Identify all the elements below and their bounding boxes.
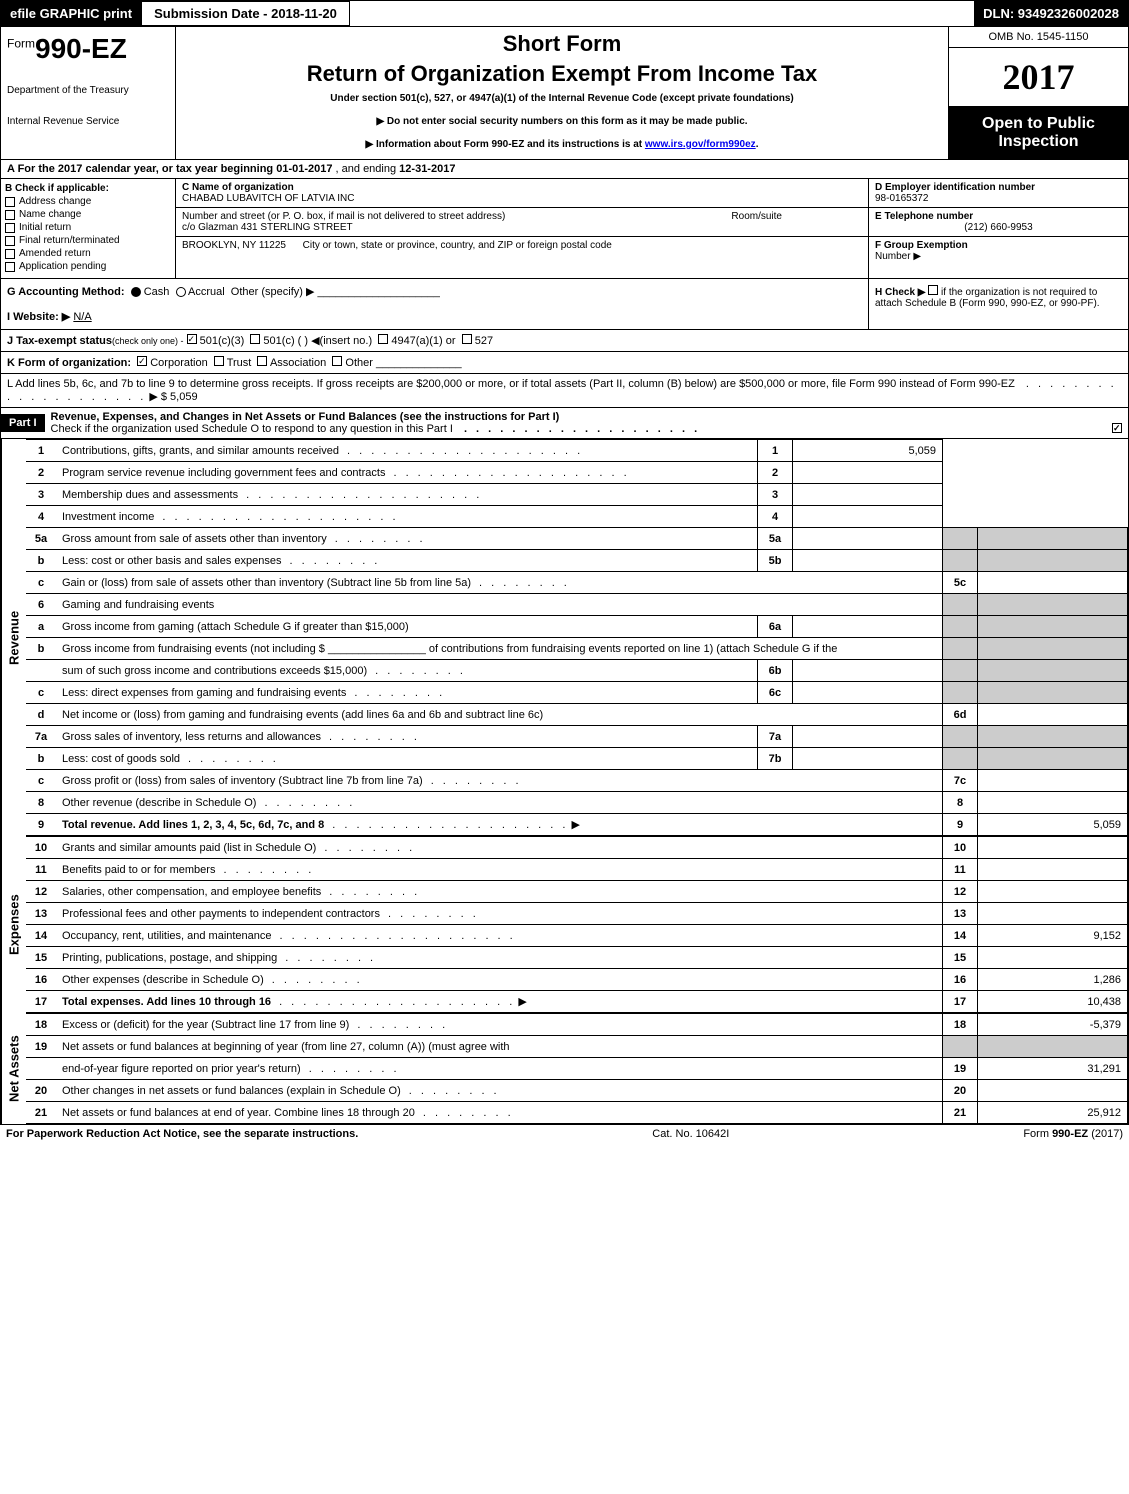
dln-number: DLN: 93492326002028 (974, 1, 1128, 26)
net-assets-section: Net Assets 18Excess or (deficit) for the… (0, 1013, 1129, 1125)
department-line2: Internal Revenue Service (7, 116, 169, 127)
checkbox-schedule-b[interactable] (928, 285, 938, 295)
line-11: 11Benefits paid to or for members11 (26, 859, 1128, 881)
net-assets-table: 18Excess or (deficit) for the year (Subt… (26, 1013, 1128, 1124)
line-3: 3Membership dues and assessments3 (26, 484, 1128, 506)
paperwork-notice: For Paperwork Reduction Act Notice, see … (6, 1128, 358, 1140)
checkbox-501c[interactable] (250, 334, 260, 344)
checkbox-corporation[interactable] (137, 356, 147, 366)
line-7a: 7aGross sales of inventory, less returns… (26, 726, 1128, 748)
line-6c: cLess: direct expenses from gaming and f… (26, 682, 1128, 704)
efile-badge: efile GRAPHIC print (1, 1, 141, 26)
line-6a: aGross income from gaming (attach Schedu… (26, 616, 1128, 638)
info-notice: ▶ Information about Form 990-EZ and its … (180, 139, 944, 150)
checkbox-final-return[interactable] (5, 236, 15, 246)
checkbox-association[interactable] (257, 356, 267, 366)
gross-receipts-row: L Add lines 5b, 6c, and 7b to line 9 to … (0, 374, 1129, 408)
checkbox-501c3[interactable] (187, 334, 197, 344)
line-20: 20Other changes in net assets or fund ba… (26, 1080, 1128, 1102)
checkbox-initial-return[interactable] (5, 223, 15, 233)
line-13: 13Professional fees and other payments t… (26, 903, 1128, 925)
part1-badge: Part I (1, 414, 45, 432)
line-15: 15Printing, publications, postage, and s… (26, 947, 1128, 969)
revenue-side-label: Revenue (1, 439, 26, 836)
group-exemption-cell: F Group Exemption Number ▶ (869, 237, 1128, 265)
part1-header: Part I Revenue, Expenses, and Changes in… (0, 408, 1129, 439)
line-4: 4Investment income4 (26, 506, 1128, 528)
expenses-side-label: Expenses (1, 836, 26, 1013)
section-h: H Check ▶ if the organization is not req… (868, 279, 1128, 329)
line-14: 14Occupancy, rent, utilities, and mainte… (26, 925, 1128, 947)
entity-block: B Check if applicable: Address change Na… (0, 179, 1129, 279)
line-7c: cGross profit or (loss) from sales of in… (26, 770, 1128, 792)
short-form-title: Short Form (180, 31, 944, 57)
expenses-section: Expenses 10Grants and similar amounts pa… (0, 836, 1129, 1013)
line-5c: cGain or (loss) from sale of assets othe… (26, 572, 1128, 594)
street-cell: Number and street (or P. O. box, if mail… (176, 208, 868, 237)
tax-exempt-status-row: J Tax-exempt status(check only one) - 50… (0, 330, 1129, 352)
form-header: Form990-EZ Department of the Treasury In… (0, 27, 1129, 160)
line-2: 2Program service revenue including gover… (26, 462, 1128, 484)
checkbox-application-pending[interactable] (5, 262, 15, 272)
telephone-cell: E Telephone number (212) 660-9953 (869, 208, 1128, 237)
form-page-label: Form 990-EZ (2017) (1023, 1128, 1123, 1140)
under-section: Under section 501(c), 527, or 4947(a)(1)… (180, 93, 944, 104)
checkbox-name-change[interactable] (5, 210, 15, 220)
top-bar: efile GRAPHIC print Submission Date - 20… (0, 0, 1129, 27)
expenses-table: 10Grants and similar amounts paid (list … (26, 836, 1128, 1013)
irs-link[interactable]: www.irs.gov/form990ez (645, 139, 756, 150)
radio-cash[interactable] (131, 287, 141, 297)
checkbox-other-org[interactable] (332, 356, 342, 366)
line-12: 12Salaries, other compensation, and empl… (26, 881, 1128, 903)
checkbox-schedule-o[interactable] (1112, 423, 1122, 433)
net-assets-side-label: Net Assets (1, 1013, 26, 1124)
tax-year: 2017 (949, 48, 1128, 107)
section-b-checkboxes: B Check if applicable: Address change Na… (1, 179, 176, 278)
checkbox-address-change[interactable] (5, 197, 15, 207)
open-public-badge: Open to Public Inspection (949, 107, 1128, 159)
revenue-section: Revenue 1Contributions, gifts, grants, a… (0, 439, 1129, 836)
return-title: Return of Organization Exempt From Incom… (180, 61, 944, 87)
revenue-table: 1Contributions, gifts, grants, and simil… (26, 439, 1128, 836)
accounting-method-row: G Accounting Method: Cash Accrual Other … (0, 279, 1129, 330)
line-8: 8Other revenue (describe in Schedule O)8 (26, 792, 1128, 814)
omb-number: OMB No. 1545-1150 (949, 27, 1128, 48)
checkbox-4947a1[interactable] (378, 334, 388, 344)
line-21: 21Net assets or fund balances at end of … (26, 1102, 1128, 1124)
page-footer: For Paperwork Reduction Act Notice, see … (0, 1125, 1129, 1143)
line-1: 1Contributions, gifts, grants, and simil… (26, 440, 1128, 462)
line-18: 18Excess or (deficit) for the year (Subt… (26, 1014, 1128, 1036)
ein-cell: D Employer identification number 98-0165… (869, 179, 1128, 208)
form-of-organization-row: K Form of organization: Corporation Trus… (0, 352, 1129, 374)
org-name-cell: C Name of organization CHABAD LUBAVITCH … (176, 179, 868, 208)
submission-date: Submission Date - 2018-11-20 (141, 1, 350, 26)
city-cell: BROOKLYN, NY 11225 City or town, state o… (176, 237, 868, 254)
form-number: Form990-EZ (7, 33, 169, 65)
line-6: 6Gaming and fundraising events (26, 594, 1128, 616)
line-7b: bLess: cost of goods sold7b (26, 748, 1128, 770)
checkbox-527[interactable] (462, 334, 472, 344)
catalog-number: Cat. No. 10642I (652, 1128, 729, 1140)
line-6d: dNet income or (loss) from gaming and fu… (26, 704, 1128, 726)
radio-accrual[interactable] (176, 287, 186, 297)
department-line1: Department of the Treasury (7, 85, 169, 96)
line-5a: 5aGross amount from sale of assets other… (26, 528, 1128, 550)
line-6b-1: bGross income from fundraising events (n… (26, 638, 1128, 660)
line-19-1: 19Net assets or fund balances at beginni… (26, 1036, 1128, 1058)
line-6b-2: sum of such gross income and contributio… (26, 660, 1128, 682)
section-a-tax-year: A For the 2017 calendar year, or tax yea… (0, 160, 1129, 179)
line-16: 16Other expenses (describe in Schedule O… (26, 969, 1128, 991)
line-17: 17Total expenses. Add lines 10 through 1… (26, 991, 1128, 1013)
ssn-notice: ▶ Do not enter social security numbers o… (180, 116, 944, 127)
line-9: 9Total revenue. Add lines 1, 2, 3, 4, 5c… (26, 814, 1128, 836)
line-19-2: end-of-year figure reported on prior yea… (26, 1058, 1128, 1080)
line-5b: bLess: cost or other basis and sales exp… (26, 550, 1128, 572)
line-10: 10Grants and similar amounts paid (list … (26, 837, 1128, 859)
checkbox-trust[interactable] (214, 356, 224, 366)
checkbox-amended-return[interactable] (5, 249, 15, 259)
